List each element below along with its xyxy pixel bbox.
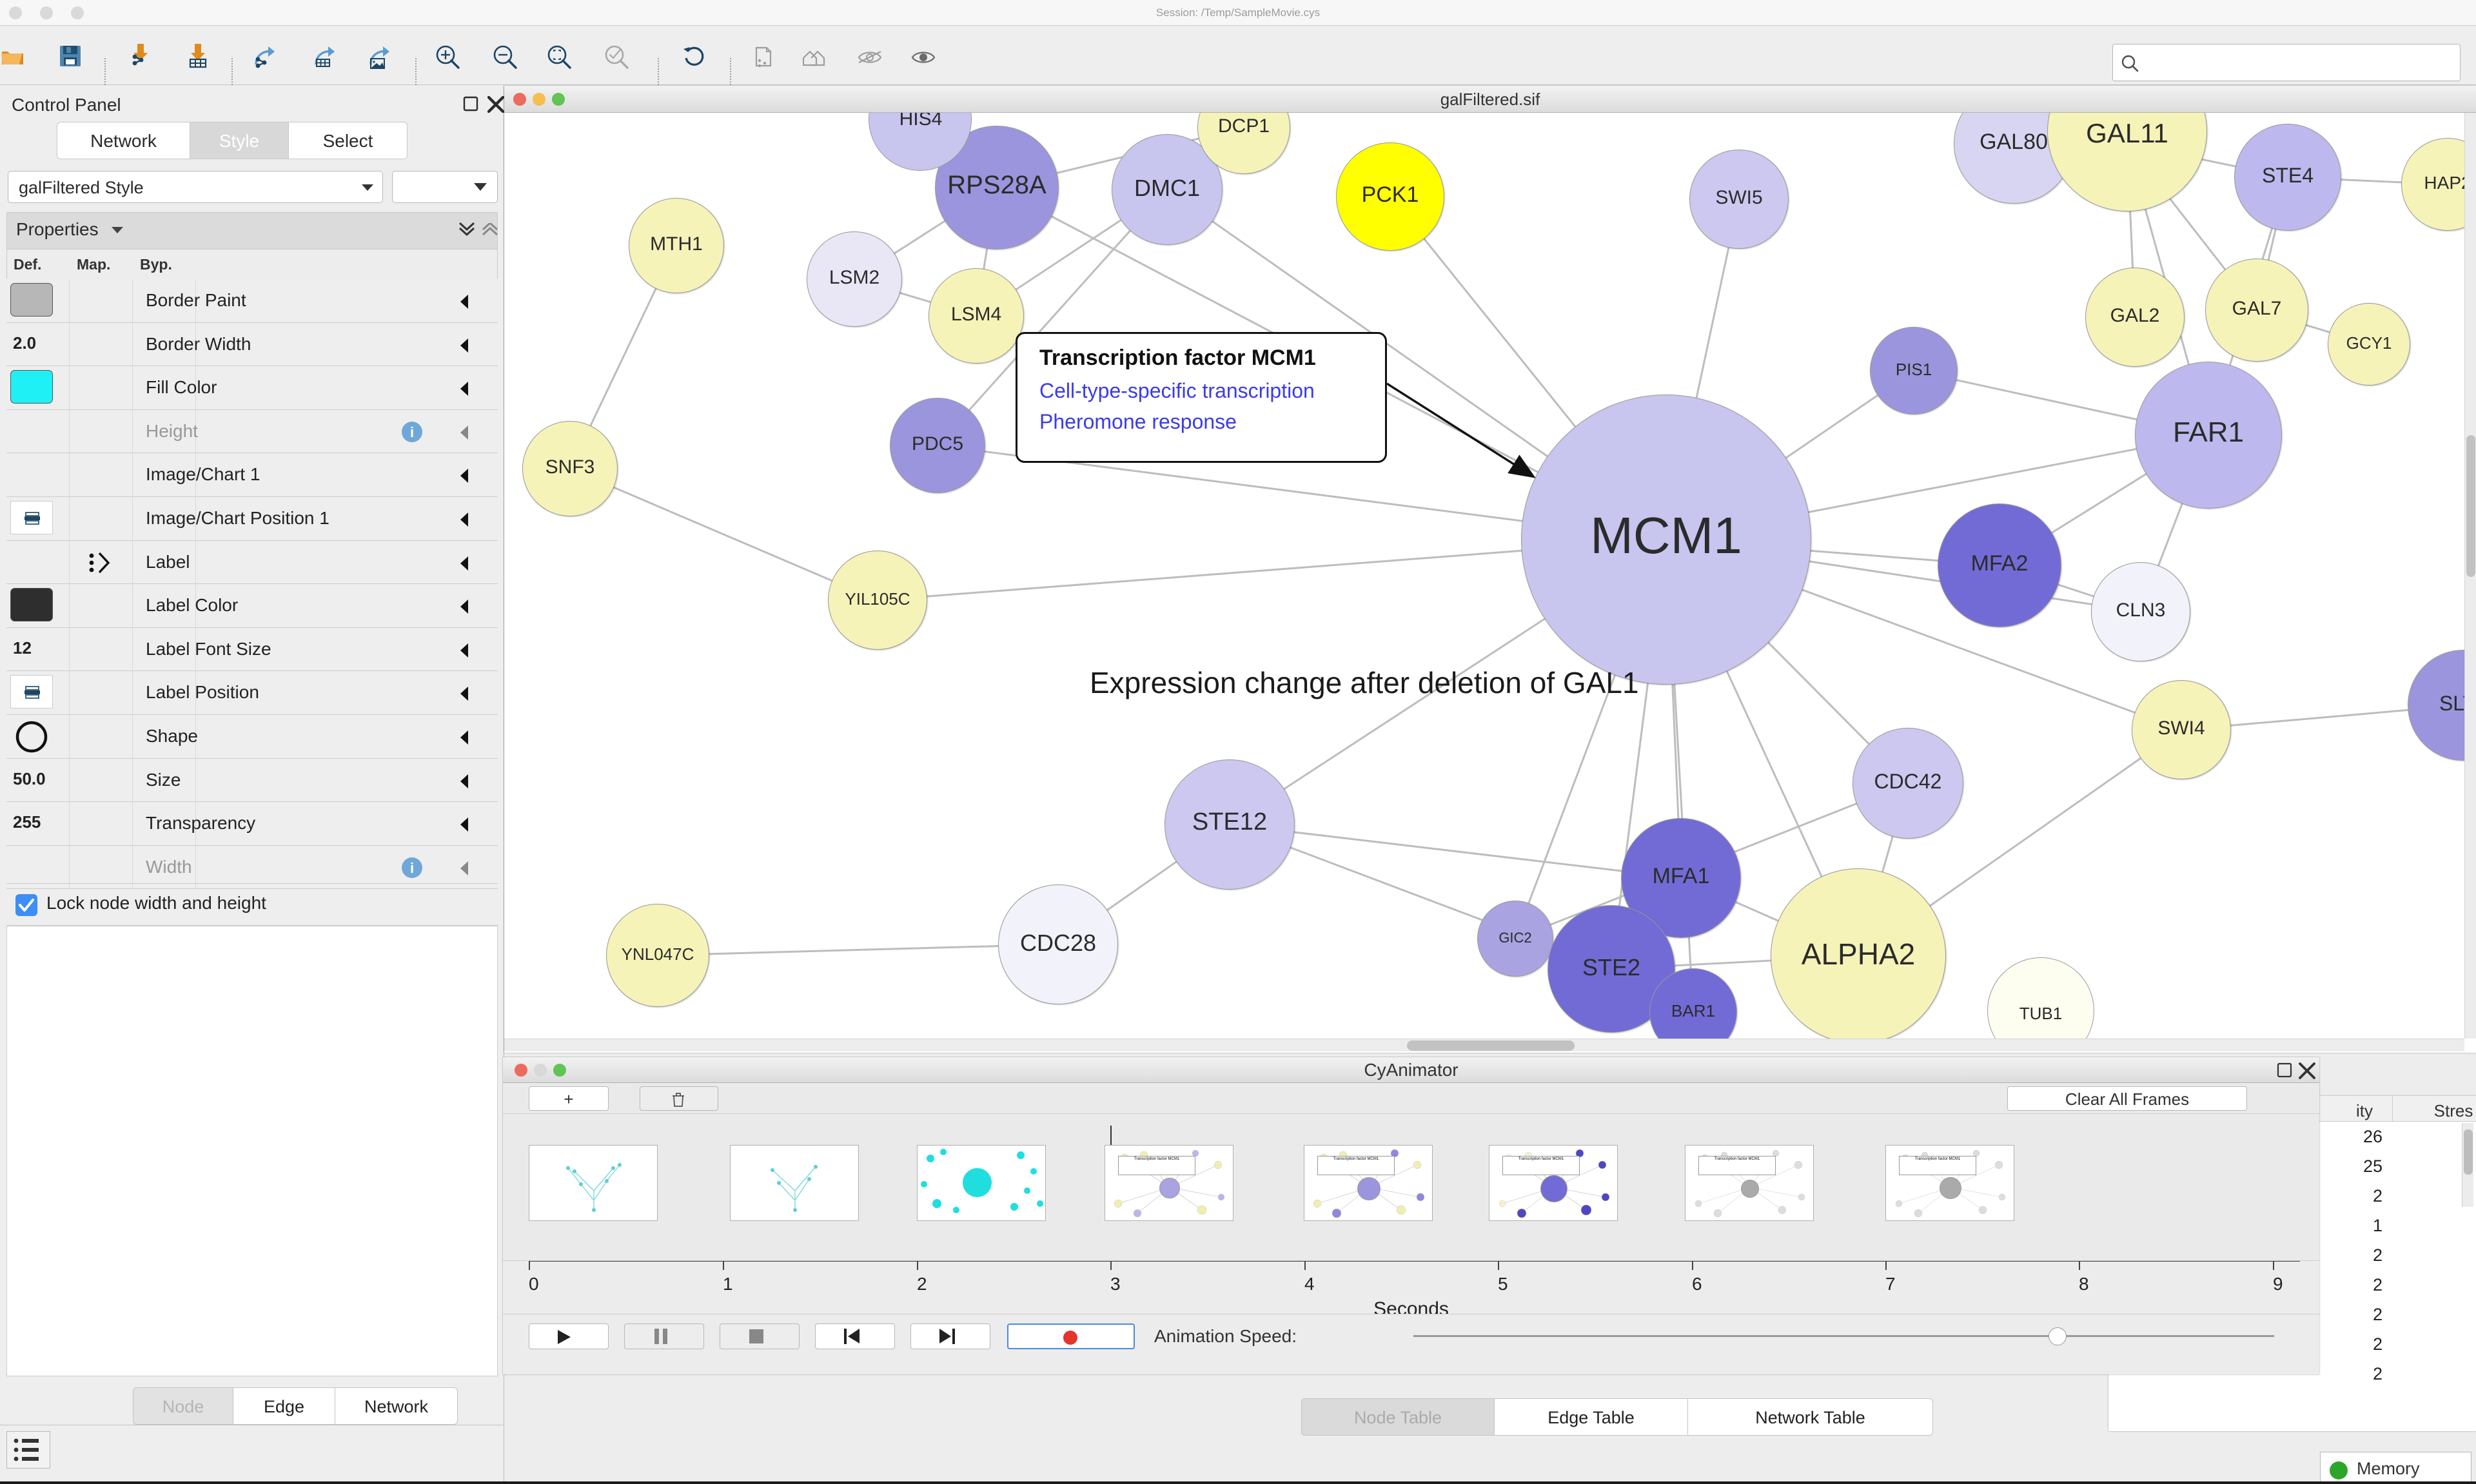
svg-text:i: i [410,860,414,876]
svg-text:i: i [410,424,414,440]
